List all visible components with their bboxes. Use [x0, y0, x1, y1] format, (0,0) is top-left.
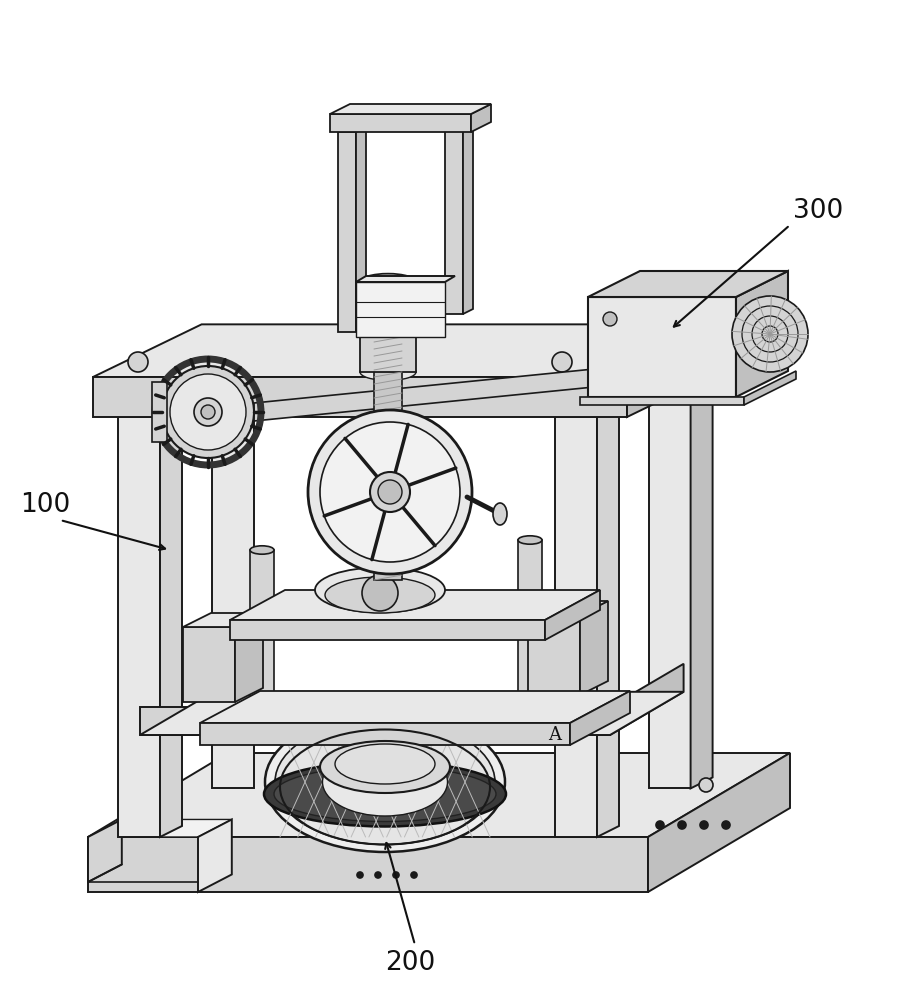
Polygon shape: [610, 664, 683, 735]
Polygon shape: [360, 282, 416, 372]
Polygon shape: [88, 837, 648, 892]
Ellipse shape: [250, 546, 274, 554]
Circle shape: [308, 410, 472, 574]
Text: 100: 100: [20, 492, 70, 518]
Ellipse shape: [518, 691, 542, 699]
Ellipse shape: [325, 577, 435, 613]
Ellipse shape: [493, 503, 507, 525]
Circle shape: [699, 778, 713, 792]
Polygon shape: [597, 406, 619, 837]
Circle shape: [162, 366, 254, 458]
Text: 300: 300: [793, 198, 843, 224]
Polygon shape: [88, 819, 232, 837]
Polygon shape: [118, 417, 160, 837]
Ellipse shape: [274, 766, 496, 822]
Ellipse shape: [320, 744, 450, 820]
Text: A: A: [548, 726, 561, 744]
Polygon shape: [160, 406, 182, 837]
Polygon shape: [580, 397, 744, 405]
Polygon shape: [93, 377, 627, 417]
Polygon shape: [744, 371, 796, 405]
Circle shape: [362, 575, 398, 611]
Ellipse shape: [335, 744, 435, 784]
Polygon shape: [330, 104, 491, 114]
Circle shape: [201, 405, 215, 419]
Circle shape: [194, 398, 222, 426]
Polygon shape: [445, 114, 463, 314]
Circle shape: [700, 821, 708, 829]
Polygon shape: [356, 276, 455, 282]
Polygon shape: [152, 382, 167, 442]
Polygon shape: [230, 590, 600, 620]
Polygon shape: [627, 324, 735, 417]
Polygon shape: [588, 271, 788, 297]
Polygon shape: [250, 550, 274, 705]
Circle shape: [370, 472, 410, 512]
Polygon shape: [330, 114, 471, 132]
Polygon shape: [88, 819, 122, 882]
Circle shape: [603, 312, 617, 326]
Polygon shape: [691, 357, 713, 788]
Circle shape: [552, 352, 572, 372]
Polygon shape: [183, 627, 235, 702]
Ellipse shape: [315, 568, 445, 612]
Polygon shape: [183, 613, 263, 627]
Polygon shape: [528, 601, 608, 615]
Polygon shape: [545, 590, 600, 640]
Circle shape: [378, 480, 402, 504]
Polygon shape: [570, 691, 630, 745]
Ellipse shape: [360, 364, 416, 380]
Circle shape: [357, 872, 363, 878]
Polygon shape: [140, 692, 683, 735]
Polygon shape: [200, 691, 630, 723]
Circle shape: [393, 872, 399, 878]
Polygon shape: [88, 753, 790, 837]
Ellipse shape: [264, 762, 506, 826]
Circle shape: [656, 821, 664, 829]
Ellipse shape: [250, 701, 274, 709]
Polygon shape: [235, 613, 263, 702]
Polygon shape: [93, 324, 735, 377]
Polygon shape: [254, 370, 588, 421]
Polygon shape: [528, 615, 580, 695]
Ellipse shape: [275, 720, 495, 844]
Polygon shape: [555, 417, 597, 837]
Polygon shape: [212, 368, 253, 788]
Circle shape: [411, 872, 417, 878]
Polygon shape: [471, 104, 491, 132]
Ellipse shape: [265, 712, 505, 852]
Ellipse shape: [360, 274, 416, 290]
Polygon shape: [356, 282, 445, 337]
Circle shape: [320, 422, 460, 562]
Polygon shape: [648, 368, 691, 788]
Ellipse shape: [322, 748, 447, 816]
Ellipse shape: [518, 536, 542, 544]
Circle shape: [722, 821, 730, 829]
Circle shape: [128, 352, 148, 372]
Polygon shape: [200, 723, 570, 745]
Polygon shape: [736, 271, 788, 397]
Polygon shape: [588, 297, 736, 397]
Polygon shape: [463, 109, 473, 314]
Circle shape: [732, 296, 808, 372]
Polygon shape: [338, 132, 356, 332]
Ellipse shape: [320, 741, 450, 793]
Polygon shape: [198, 819, 232, 892]
Polygon shape: [230, 620, 545, 640]
Polygon shape: [140, 707, 610, 735]
Polygon shape: [518, 540, 542, 695]
Circle shape: [678, 821, 686, 829]
Polygon shape: [648, 753, 790, 892]
Polygon shape: [374, 292, 402, 580]
Circle shape: [170, 374, 246, 450]
Circle shape: [647, 345, 667, 365]
Text: 200: 200: [385, 950, 436, 976]
Polygon shape: [356, 127, 366, 332]
Polygon shape: [580, 601, 608, 695]
Circle shape: [375, 872, 381, 878]
